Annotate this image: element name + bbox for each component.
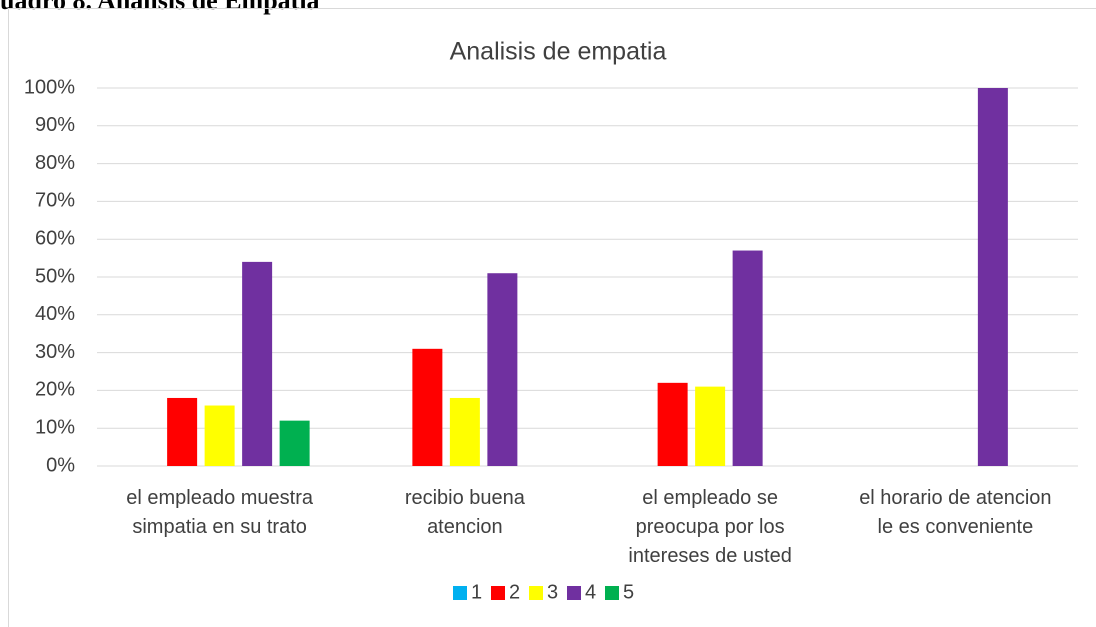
legend-swatch xyxy=(567,586,581,600)
legend-swatch xyxy=(491,586,505,600)
bar xyxy=(204,405,235,466)
x-tick-label: el horario de atencion le es conveniente xyxy=(859,487,1052,538)
chart-title: Analisis de empatia xyxy=(450,38,667,66)
bar xyxy=(657,382,688,466)
bar xyxy=(242,261,273,466)
legend-label: 1 xyxy=(471,581,482,603)
legend-label: 2 xyxy=(509,581,520,603)
y-tick-label: 20% xyxy=(35,379,75,401)
x-tick-label: el empleado se preocupa por los interese… xyxy=(628,487,792,567)
legend-swatch xyxy=(529,586,543,600)
x-tick-label: recibio buena atencion xyxy=(404,487,525,538)
bar xyxy=(412,348,443,466)
legend-label: 4 xyxy=(585,581,596,603)
legend-swatch xyxy=(453,586,467,600)
bar xyxy=(449,397,480,466)
chart-frame xyxy=(8,8,1096,627)
y-tick-label: 40% xyxy=(35,303,75,325)
bar xyxy=(487,273,518,466)
y-tick-label: 90% xyxy=(35,114,75,136)
y-tick-label: 50% xyxy=(35,265,75,287)
y-tick-label: 0% xyxy=(46,454,75,476)
y-tick-label: 80% xyxy=(35,152,75,174)
y-tick-label: 70% xyxy=(35,190,75,212)
x-tick-label: el empleado muestra simpatia en su trato xyxy=(126,487,314,538)
bar xyxy=(732,250,763,466)
bar xyxy=(977,88,1008,466)
y-tick-label: 60% xyxy=(35,227,75,249)
bar xyxy=(695,386,726,466)
bar xyxy=(167,397,198,466)
heading: uadro 8. Analisis de Empatia xyxy=(0,0,320,15)
bar xyxy=(279,420,310,466)
y-tick-label: 100% xyxy=(24,76,75,98)
y-tick-label: 10% xyxy=(35,416,75,438)
y-tick-label: 30% xyxy=(35,341,75,363)
legend-label: 3 xyxy=(547,581,558,603)
legend-label: 5 xyxy=(623,581,634,603)
legend-swatch xyxy=(605,586,619,600)
